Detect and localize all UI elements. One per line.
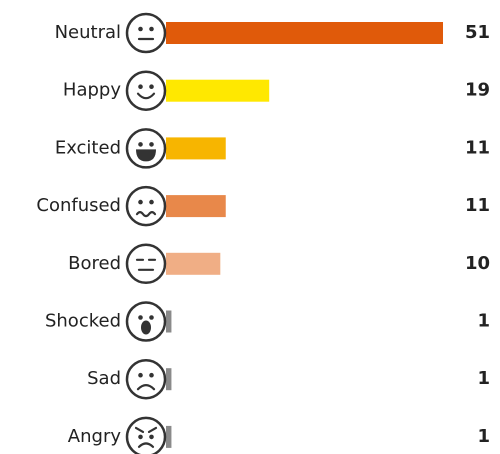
bar (166, 252, 221, 275)
value-label: 11 (465, 137, 490, 158)
category-label: Confused (36, 195, 121, 216)
brows (134, 426, 158, 433)
emoji-icon (125, 12, 167, 54)
emoji-icon (125, 416, 167, 454)
mouth (137, 442, 155, 448)
category-label: Happy (63, 80, 121, 101)
face (125, 185, 167, 227)
bar (166, 195, 226, 218)
mouth (135, 211, 157, 218)
value-label: 51 (465, 22, 490, 43)
mouth (141, 320, 151, 335)
bar (166, 79, 270, 102)
eye (138, 315, 143, 320)
bar (166, 310, 172, 333)
bar (166, 368, 172, 391)
mouth (136, 384, 156, 391)
mouth (136, 149, 156, 162)
bar (166, 22, 443, 44)
value-label: 11 (465, 195, 490, 216)
value-label: 1 (477, 368, 490, 389)
emoji-icon (125, 301, 167, 342)
face (125, 416, 167, 454)
eye (138, 434, 143, 440)
face (125, 70, 167, 111)
emoji-icon (125, 70, 167, 111)
eye (138, 26, 143, 32)
category-label: Angry (68, 426, 122, 447)
emoji-icon (125, 243, 167, 285)
value-label: 19 (465, 80, 490, 101)
value-label: 10 (465, 253, 490, 274)
category-label: Bored (68, 253, 121, 274)
face (125, 243, 167, 285)
emoji-icon (125, 185, 167, 227)
face (125, 358, 167, 400)
eye (138, 142, 143, 147)
eye (149, 26, 154, 32)
value-label: 1 (477, 426, 490, 447)
eye (149, 434, 154, 440)
category-label: Excited (55, 137, 121, 158)
eye (149, 142, 154, 147)
value-label: 1 (477, 311, 490, 332)
eye (149, 84, 154, 89)
eye (138, 199, 143, 205)
eye (138, 84, 143, 89)
emoji-icon (125, 128, 167, 169)
eye (149, 372, 154, 378)
eye (149, 315, 154, 320)
category-label: Sad (87, 368, 121, 389)
category-label: Neutral (55, 22, 121, 43)
category-label: Shocked (45, 311, 121, 332)
bar (166, 137, 226, 160)
eye (138, 372, 143, 378)
face (125, 128, 167, 169)
eye (149, 199, 154, 205)
emoji-icon (125, 358, 167, 400)
mouth (136, 92, 156, 100)
bar (166, 425, 172, 448)
face (125, 12, 167, 54)
